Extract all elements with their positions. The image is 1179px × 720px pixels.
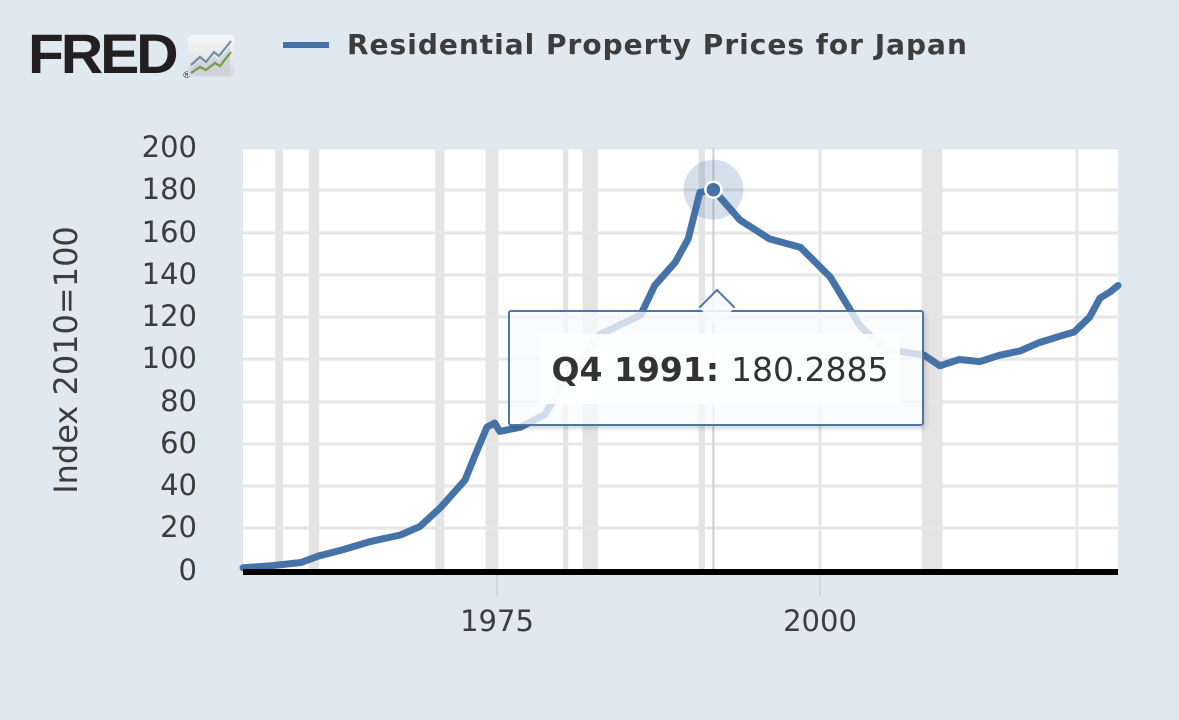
y-tick: 80 xyxy=(160,384,197,418)
x-tick-label: 2000 xyxy=(783,604,857,638)
y-tick: 20 xyxy=(160,510,197,544)
tooltip-date: Q4 1991: xyxy=(551,349,720,389)
hover-point-marker[interactable] xyxy=(704,180,723,199)
registered-mark: ® xyxy=(183,70,191,80)
data-tooltip: Q4 1991: 180.2885 xyxy=(508,288,924,426)
series-line[interactable] xyxy=(239,186,1122,572)
y-tick: 180 xyxy=(141,172,197,206)
y-tick: 120 xyxy=(141,299,197,333)
y-tick: 140 xyxy=(141,257,197,291)
y-tick: 0 xyxy=(178,553,197,587)
x-tick-label: 1975 xyxy=(460,604,534,638)
fred-logo-text: FRED xyxy=(28,22,179,85)
y-tick: 100 xyxy=(141,341,197,375)
tooltip-value: 180.2885 xyxy=(731,349,889,389)
legend[interactable]: Residential Property Prices for Japan xyxy=(283,28,968,61)
fred-logo[interactable]: FRED ® xyxy=(28,26,190,82)
legend-line-swatch xyxy=(283,41,329,48)
y-tick: 160 xyxy=(141,215,197,249)
y-tick: 200 xyxy=(141,130,197,164)
x-axis-line xyxy=(243,569,1118,575)
fred-graph-icon xyxy=(188,35,235,77)
y-tick: 40 xyxy=(160,468,197,502)
legend-label: Residential Property Prices for Japan xyxy=(347,28,968,61)
y-tick: 60 xyxy=(160,426,197,460)
tooltip-content: Q4 1991: 180.2885 xyxy=(540,334,900,404)
header: FRED ® xyxy=(28,26,235,82)
